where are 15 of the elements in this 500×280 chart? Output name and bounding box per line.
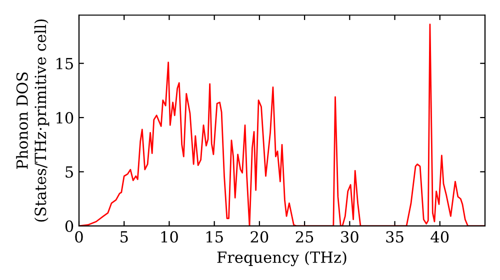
x-axis-title: Frequency (THz) — [217, 251, 346, 266]
x-tick-label: 35 — [386, 231, 404, 243]
x-tick-label: 5 — [120, 231, 128, 243]
x-tick-label: 40 — [430, 231, 449, 243]
y-tick-label: 10 — [56, 112, 74, 124]
x-tick-label: 10 — [161, 231, 178, 243]
x-tick-label: 20 — [250, 231, 268, 243]
y-tick-label: 5 — [66, 166, 73, 178]
x-tick-label: 30 — [341, 231, 358, 243]
x-tick-label: 25 — [296, 231, 314, 243]
y-tick-label: 15 — [56, 58, 73, 70]
y-axis-title: Phonon DOS (States/THz·primitive cell) — [16, 20, 50, 222]
x-tick-label: 0 — [75, 231, 83, 243]
y-tick-label: 0 — [65, 220, 74, 232]
x-tick-label: 15 — [206, 231, 223, 243]
